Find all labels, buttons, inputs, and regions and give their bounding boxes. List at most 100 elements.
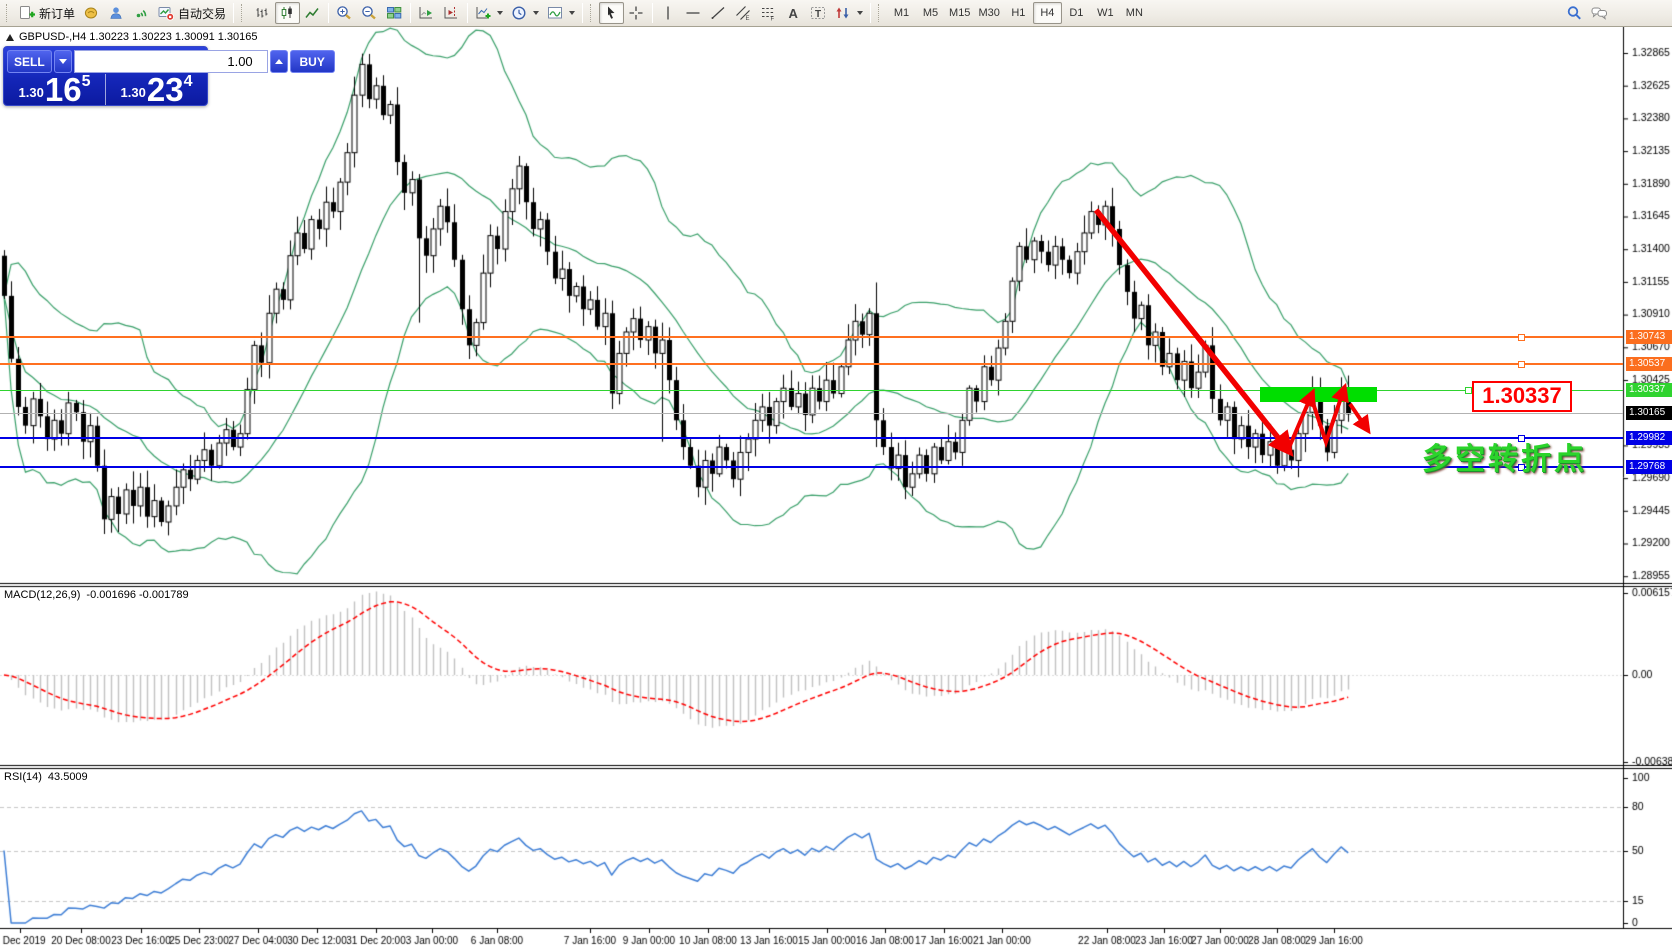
svg-text:F: F: [771, 17, 775, 22]
cursor-arrow-icon: [603, 5, 620, 21]
line-chart-icon: [304, 5, 321, 21]
community-button[interactable]: [104, 2, 129, 24]
zoom-out-button[interactable]: [357, 2, 382, 24]
search-button[interactable]: [1562, 2, 1587, 24]
toolbar-grip: [241, 4, 247, 22]
level-handle-1.29768[interactable]: [1518, 464, 1525, 471]
auto-scroll-button[interactable]: [414, 2, 439, 24]
toolbar-separator: [233, 3, 235, 23]
level-line-1.30337[interactable]: [0, 390, 1623, 391]
buy-price-area[interactable]: 1.30 23 4: [106, 73, 207, 106]
indicators-dropdown-button[interactable]: [543, 2, 579, 24]
chevron-down-icon: [533, 11, 540, 15]
rsi-value: 43.5009: [47, 771, 88, 783]
candlestick-chart-button[interactable]: [275, 2, 301, 24]
price-chart-canvas[interactable]: [0, 27, 1672, 951]
timeframe-w1-button[interactable]: W1: [1091, 2, 1120, 24]
horizontal-line-icon: [685, 5, 702, 21]
zoom-out-icon: [361, 5, 378, 21]
svg-text:A: A: [789, 6, 799, 21]
triangle-down-icon: [58, 59, 67, 64]
chart-shift-button[interactable]: [439, 2, 464, 24]
one-click-trading-panel: SELL BUY 1.30 16 5 1.30 23 4: [3, 46, 335, 106]
text-label-button[interactable]: T: [806, 2, 831, 24]
new-order-button[interactable]: 新订单: [15, 2, 79, 24]
autotrading-button[interactable]: 自动交易: [154, 2, 230, 24]
svg-text:T: T: [815, 9, 821, 20]
horizontal-line-button[interactable]: [681, 2, 706, 24]
level-line-1.30537[interactable]: [0, 363, 1623, 365]
channel-button[interactable]: E: [731, 2, 756, 24]
timeframe-mn-button[interactable]: MN: [1120, 2, 1149, 24]
indicators-icon: [547, 5, 564, 21]
timeframe-h1-button[interactable]: H1: [1004, 2, 1033, 24]
timeframe-m15-button[interactable]: M15: [945, 2, 974, 24]
autotrading-icon: [158, 5, 175, 21]
sell-price-area[interactable]: 1.30 16 5: [4, 73, 106, 106]
tile-windows-button[interactable]: [382, 2, 407, 24]
metaeditor-button[interactable]: [79, 2, 104, 24]
search-icon: [1566, 5, 1583, 21]
cursor-button[interactable]: [599, 2, 625, 24]
line-chart-button[interactable]: [300, 2, 325, 24]
chat-button[interactable]: [1587, 2, 1612, 24]
toolbar-grip: [878, 4, 884, 22]
signals-button[interactable]: [129, 2, 154, 24]
symbol-ohlc-text: GBPUSD-,H4 1.30223 1.30223 1.30091 1.301…: [19, 31, 258, 43]
chevron-down-icon: [497, 11, 504, 15]
turning-point-note[interactable]: 多空转折点: [1422, 443, 1587, 476]
crosshair-button[interactable]: [624, 2, 649, 24]
buy-price-prefix: 1.30: [120, 85, 146, 100]
chevron-down-icon: [857, 11, 864, 15]
rsi-pane-label: RSI(14) 43.5009: [4, 771, 88, 783]
text-label-icon: T: [810, 5, 827, 21]
timeframe-m1-button[interactable]: M1: [887, 2, 916, 24]
svg-text:E: E: [746, 16, 750, 21]
equidistant-channel-icon: E: [735, 5, 752, 22]
macd-pane-label: MACD(12,26,9) -0.001696 -0.001789: [4, 589, 189, 601]
current-price-line: [0, 413, 1623, 414]
zoom-in-button[interactable]: [332, 2, 357, 24]
collapse-panel-icon[interactable]: [6, 33, 14, 41]
trendline-button[interactable]: [706, 2, 731, 24]
timeframe-m5-button[interactable]: M5: [916, 2, 945, 24]
toolbar-separator: [870, 3, 872, 23]
sell-button[interactable]: SELL: [7, 50, 52, 73]
new-order-label: 新订单: [39, 6, 76, 21]
new-chart-dropdown-button[interactable]: [471, 2, 507, 24]
volume-input[interactable]: [73, 50, 268, 73]
new-order-icon: [19, 5, 36, 21]
volume-decrease-button[interactable]: [53, 50, 72, 73]
timeframe-h4-button[interactable]: H4: [1032, 2, 1062, 24]
buy-button[interactable]: BUY: [289, 50, 335, 73]
toolbar-separator: [652, 3, 654, 23]
timeframe-d1-button[interactable]: D1: [1062, 2, 1091, 24]
profiles-dropdown-button[interactable]: [507, 2, 543, 24]
vertical-line-icon: [660, 5, 677, 21]
rsi-label: RSI(14): [4, 771, 42, 783]
chart-ohlc-title: GBPUSD-,H4 1.30223 1.30223 1.30091 1.301…: [6, 31, 258, 43]
vertical-line-button[interactable]: [656, 2, 681, 24]
sell-price-prefix: 1.30: [18, 85, 44, 100]
level-line-1.29768[interactable]: [0, 466, 1623, 468]
level-handle-1.30743[interactable]: [1518, 334, 1525, 341]
supply-zone-box[interactable]: [1260, 387, 1377, 402]
timeframe-m30-button[interactable]: M30: [974, 2, 1003, 24]
chevron-down-icon: [569, 11, 576, 15]
bar-chart-button[interactable]: [250, 2, 275, 24]
level-handle-1.30337[interactable]: [1465, 387, 1472, 394]
level-handle-1.29982[interactable]: [1518, 435, 1525, 442]
volume-increase-button[interactable]: [269, 50, 288, 73]
level-line-1.30743[interactable]: [0, 336, 1623, 338]
text-button[interactable]: A: [781, 2, 806, 24]
crosshair-icon: [628, 5, 645, 21]
shapes-dropdown-button[interactable]: [831, 2, 867, 24]
price-tag-1.30165: 1.30165: [1626, 406, 1672, 420]
fibonacci-button[interactable]: F: [756, 2, 781, 24]
level-line-1.29982[interactable]: [0, 437, 1623, 439]
level-handle-1.30537[interactable]: [1518, 361, 1525, 368]
price-tag-1.30537: 1.30537: [1626, 357, 1672, 371]
triangle-up-icon: [274, 59, 283, 64]
price-callout-box[interactable]: 1.30337: [1472, 381, 1572, 412]
signals-broadcast-icon: [133, 5, 150, 21]
